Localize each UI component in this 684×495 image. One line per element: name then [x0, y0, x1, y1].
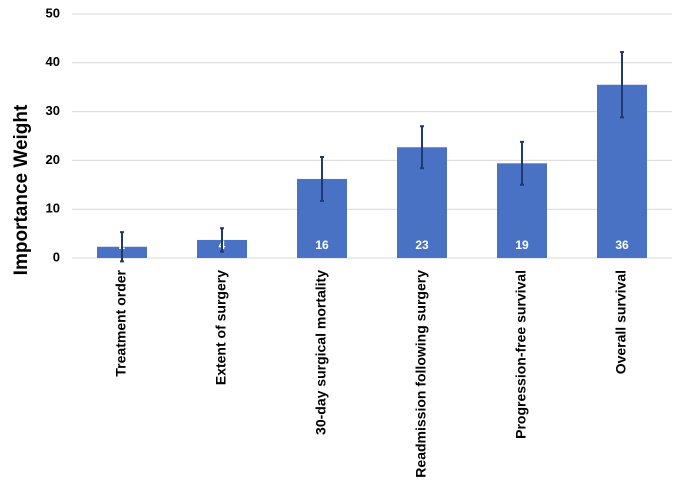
- x-tick-label: 30-day surgical mortality: [313, 270, 329, 435]
- y-tick-label: 0: [53, 249, 60, 264]
- value-label: 19: [515, 238, 529, 252]
- value-label: 36: [615, 238, 629, 252]
- error-bar: [520, 140, 524, 186]
- y-axis-title: Importance Weight: [11, 104, 32, 275]
- x-tick-label: Extent of surgery: [213, 270, 229, 385]
- x-tick-label: Progression-free survival: [513, 270, 529, 439]
- value-label: 16: [315, 238, 329, 252]
- y-tick-label: 30: [46, 103, 60, 118]
- x-tick-label: Treatment order: [113, 269, 129, 376]
- y-tick-label: 20: [46, 152, 60, 167]
- error-bar: [420, 125, 424, 170]
- error-bar: [320, 155, 324, 202]
- y-tick-label: 40: [46, 54, 60, 69]
- y-tick-label: 10: [46, 201, 60, 216]
- y-tick-label: 50: [46, 5, 60, 20]
- x-tick-label: Readmission following surgery: [413, 270, 429, 478]
- error-bar: [620, 51, 624, 119]
- error-bar: [220, 227, 224, 253]
- error-bar: [120, 231, 124, 263]
- x-tick-label: Overall survival: [613, 270, 629, 374]
- value-label: 23: [415, 238, 429, 252]
